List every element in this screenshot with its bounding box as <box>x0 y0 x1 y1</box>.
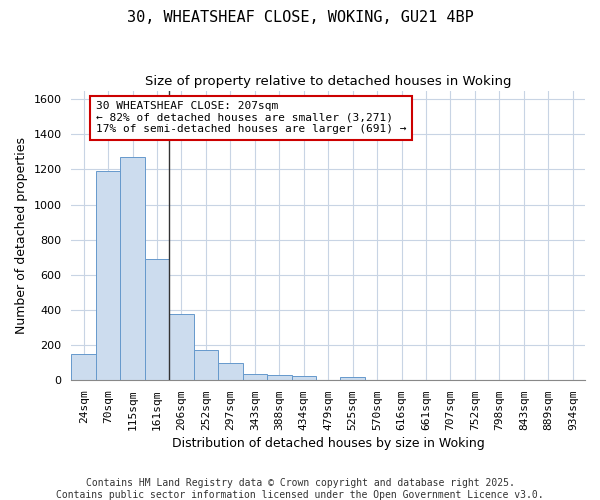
Bar <box>292 376 316 380</box>
X-axis label: Distribution of detached houses by size in Woking: Distribution of detached houses by size … <box>172 437 485 450</box>
Text: Contains HM Land Registry data © Crown copyright and database right 2025.
Contai: Contains HM Land Registry data © Crown c… <box>56 478 544 500</box>
Bar <box>96 171 121 380</box>
Bar <box>218 363 242 380</box>
Bar <box>169 314 194 380</box>
Y-axis label: Number of detached properties: Number of detached properties <box>15 136 28 334</box>
Bar <box>71 354 96 380</box>
Title: Size of property relative to detached houses in Woking: Size of property relative to detached ho… <box>145 75 511 88</box>
Bar <box>145 259 169 380</box>
Text: 30 WHEATSHEAF CLOSE: 207sqm
← 82% of detached houses are smaller (3,271)
17% of : 30 WHEATSHEAF CLOSE: 207sqm ← 82% of det… <box>96 101 406 134</box>
Bar <box>121 157 145 380</box>
Bar <box>340 377 365 380</box>
Bar <box>267 376 292 380</box>
Bar <box>242 374 267 380</box>
Text: 30, WHEATSHEAF CLOSE, WOKING, GU21 4BP: 30, WHEATSHEAF CLOSE, WOKING, GU21 4BP <box>127 10 473 25</box>
Bar <box>194 350 218 380</box>
